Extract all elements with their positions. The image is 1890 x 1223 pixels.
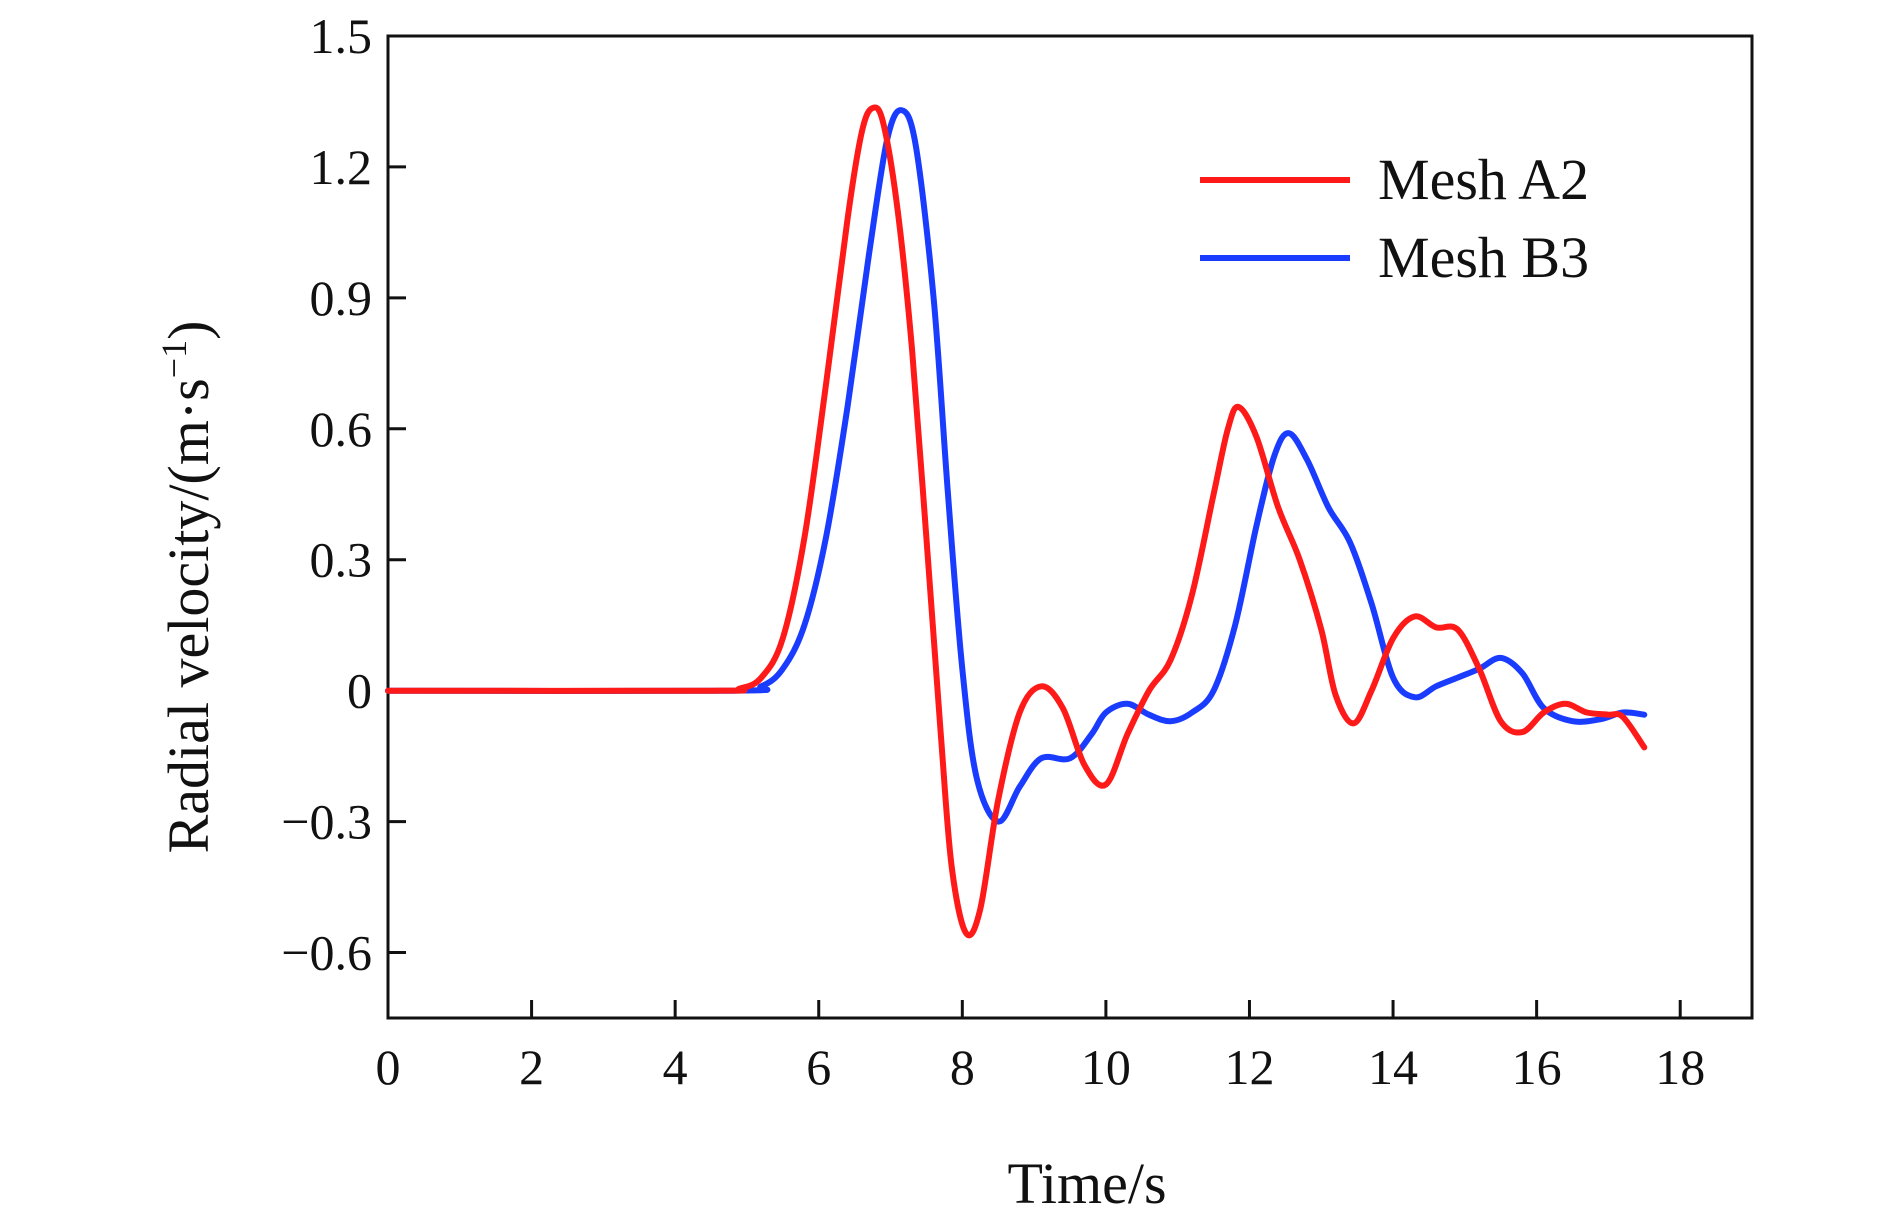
- x-tick-label: 10: [1081, 1039, 1131, 1095]
- y-tick-label: 1.2: [310, 139, 373, 195]
- x-axis-ticks: 0 2 4 6 8 10 12 14 16 18: [376, 1000, 1705, 1095]
- x-tick-label: 2: [519, 1039, 544, 1095]
- y-axis-label-close: ): [156, 321, 221, 340]
- x-tick-label: 8: [950, 1039, 975, 1095]
- legend: Mesh A2 Mesh B3: [1200, 147, 1589, 290]
- y-axis-label-main: Radial velocity/(m·s: [156, 378, 221, 853]
- x-tick-label: 12: [1224, 1039, 1274, 1095]
- y-tick-label: −0.3: [281, 794, 372, 850]
- series-lines: [385, 104, 1648, 939]
- x-axis-label: Time/s: [1007, 1151, 1166, 1216]
- x-tick-label: 14: [1368, 1039, 1418, 1095]
- y-tick-label: 0.3: [310, 532, 373, 588]
- y-axis-label-exponent: −1: [154, 340, 194, 378]
- y-tick-label: −0.6: [281, 925, 372, 981]
- legend-label-mesh-a2: Mesh A2: [1378, 147, 1589, 212]
- x-tick-label: 18: [1655, 1039, 1705, 1095]
- y-tick-label: 1.5: [310, 8, 373, 64]
- x-tick-label: 6: [806, 1039, 831, 1095]
- y-tick-label: 0: [347, 663, 372, 719]
- plot-frame: [386, 34, 1754, 1020]
- y-axis-label: Radial velocity/(m·s−1): [154, 321, 221, 854]
- plot-area: [386, 34, 1754, 1020]
- legend-label-mesh-b3: Mesh B3: [1378, 225, 1589, 290]
- x-tick-label: 4: [663, 1039, 688, 1095]
- y-axis-ticks: −0.6 −0.3 0 0.3 0.6 0.9 1.2 1.5: [281, 8, 406, 981]
- series-line-mesh-b3: [385, 107, 1648, 825]
- series-line-mesh-a2: [385, 104, 1648, 939]
- y-tick-label: 0.9: [310, 270, 373, 326]
- y-tick-label: 0.6: [310, 401, 373, 457]
- x-tick-label: 0: [376, 1039, 401, 1095]
- x-tick-label: 16: [1512, 1039, 1562, 1095]
